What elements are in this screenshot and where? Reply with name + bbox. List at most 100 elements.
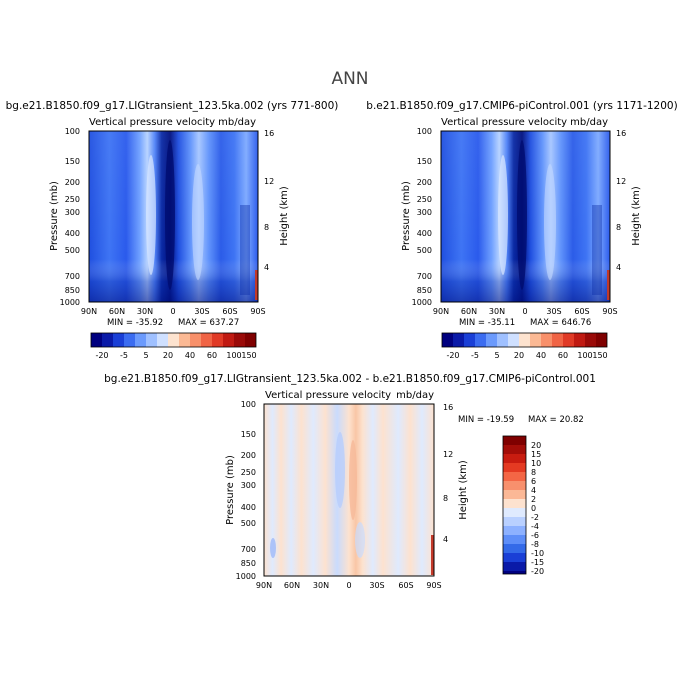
colorbar-label: -20: [531, 567, 544, 576]
y-tick-label: 1000: [236, 572, 256, 581]
y-right-tick-label: 12: [264, 177, 274, 186]
colorbar-swatch: [519, 333, 530, 347]
y-tick-label: 150: [241, 430, 256, 439]
y-right-tick-label: 4: [443, 535, 448, 544]
y-axis-ticks: 100 150 200 250 300 400 500 700 850 1000: [412, 127, 432, 307]
colorbar-swatch: [113, 333, 124, 347]
y-right-tick-label: 12: [616, 177, 626, 186]
y-right-tick-label: 16: [616, 129, 626, 138]
colorbar-swatch: [168, 333, 179, 347]
y-tick-label: 1000: [412, 298, 432, 307]
colorbar-label: 100: [226, 351, 241, 360]
panel-subtitle-right: mb/day: [218, 117, 256, 128]
colorbar-labels: -20 -5 5 20 40 60 100 150: [446, 351, 607, 360]
contour-band: [517, 140, 527, 290]
panel-title: bg.e21.B1850.f09_g17.LIGtransient_123.5k…: [104, 373, 596, 385]
y-tick-label: 700: [417, 272, 432, 281]
x-tick-label: 30S: [194, 307, 209, 316]
colorbar-swatch: [135, 333, 146, 347]
contour-band: [146, 155, 156, 275]
y-tick-label: 150: [65, 157, 80, 166]
colorbar-swatch: [585, 333, 596, 347]
y-right-axis-label: Height (km): [279, 186, 290, 246]
y-tick-label: 300: [65, 208, 80, 217]
panel-subtitle-right: mb/day: [396, 390, 434, 401]
colorbar-label: 20: [163, 351, 173, 360]
colorbar-swatch: [464, 333, 475, 347]
colorbar-swatch: [497, 333, 508, 347]
y-axis-label: Pressure (mb): [225, 455, 236, 525]
panel-subtitle-left: Vertical pressure velocity: [265, 390, 391, 401]
plot-frame: [440, 130, 611, 303]
colorbar-swatch: [503, 454, 526, 463]
colorbar-swatch: [596, 333, 607, 347]
x-axis-ticks: 90N 60N 30N 0 30S 60S 90S: [433, 307, 618, 316]
x-tick-label: 60S: [222, 307, 237, 316]
colorbar-label: 2: [531, 495, 536, 504]
y-tick-label: 500: [417, 246, 432, 255]
x-tick-label: 0: [346, 581, 351, 590]
panel-title: bg.e21.B1850.f09_g17.LIGtransient_123.5k…: [6, 100, 339, 112]
contour-band: [192, 164, 204, 280]
y-tick-label: 150: [417, 157, 432, 166]
colorbar-swatch: [541, 333, 552, 347]
colorbar-label: 5: [494, 351, 499, 360]
min-value-label: MIN = -35.92: [107, 318, 163, 328]
panel-title: b.e21.B1850.f09_g17.CMIP6-piControl.001 …: [366, 100, 677, 112]
max-value-label: MAX = 637.27: [178, 318, 239, 328]
colorbar-swatch: [190, 333, 201, 347]
x-tick-label: 90N: [256, 581, 272, 590]
colorbar-frame: [441, 332, 608, 348]
colorbar-label: -5: [120, 351, 128, 360]
colorbar-label: -20: [446, 351, 459, 360]
colorbar-label: 10: [531, 459, 541, 468]
y-right-tick-label: 4: [264, 263, 269, 272]
y-right-axis-label: Height (km): [631, 186, 642, 246]
colorbar-label: 150: [592, 351, 607, 360]
colorbar-swatch: [245, 333, 256, 347]
colorbar-label: -15: [531, 558, 544, 567]
contour-band: [255, 270, 258, 300]
x-tick-label: 30N: [489, 307, 505, 316]
colorbar-swatch: [503, 553, 526, 562]
colorbar-label: 6: [531, 477, 536, 486]
panel-subtitle-left: Vertical pressure velocity: [89, 117, 215, 128]
y-tick-label: 300: [241, 481, 256, 490]
colorbar-swatch: [503, 463, 526, 472]
x-tick-label: 90S: [426, 581, 441, 590]
min-value-label: MIN = -35.11: [459, 318, 515, 328]
x-tick-label: 90S: [602, 307, 617, 316]
panel-top-right: b.e21.B1850.f09_g17.CMIP6-piControl.001 …: [366, 100, 677, 360]
colorbar-label: 60: [558, 351, 568, 360]
y-tick-label: 100: [241, 400, 256, 409]
colorbar-label: -20: [95, 351, 108, 360]
contour-band: [431, 535, 434, 575]
y-tick-label: 250: [65, 195, 80, 204]
colorbar-label: -6: [531, 531, 539, 540]
colorbar: [441, 332, 608, 348]
x-tick-label: 0: [522, 307, 527, 316]
y-right-axis-ticks: 16 12 8 4: [443, 403, 453, 544]
y-tick-label: 1000: [60, 298, 80, 307]
x-tick-label: 0: [170, 307, 175, 316]
y-tick-label: 400: [417, 229, 432, 238]
plot-frame: [263, 403, 435, 577]
colorbar-swatch: [234, 333, 245, 347]
y-tick-label: 200: [241, 451, 256, 460]
y-tick-label: 400: [65, 229, 80, 238]
colorbar-swatch: [91, 333, 102, 347]
y-axis-label: Pressure (mb): [49, 181, 60, 251]
colorbar-swatch: [124, 333, 135, 347]
colorbar-label: 20: [514, 351, 524, 360]
y-right-tick-label: 4: [616, 263, 621, 272]
colorbar-frame: [90, 332, 257, 348]
x-tick-label: 60S: [398, 581, 413, 590]
colorbar-swatch: [503, 490, 526, 499]
y-right-tick-label: 8: [616, 223, 621, 232]
x-tick-label: 30S: [546, 307, 561, 316]
colorbar-label: -8: [531, 540, 539, 549]
contour-band: [607, 270, 610, 300]
colorbar-label: 150: [241, 351, 256, 360]
y-axis-ticks: 100 150 200 250 300 400 500 700 850 1000: [236, 400, 256, 581]
colorbar-swatch: [212, 333, 223, 347]
